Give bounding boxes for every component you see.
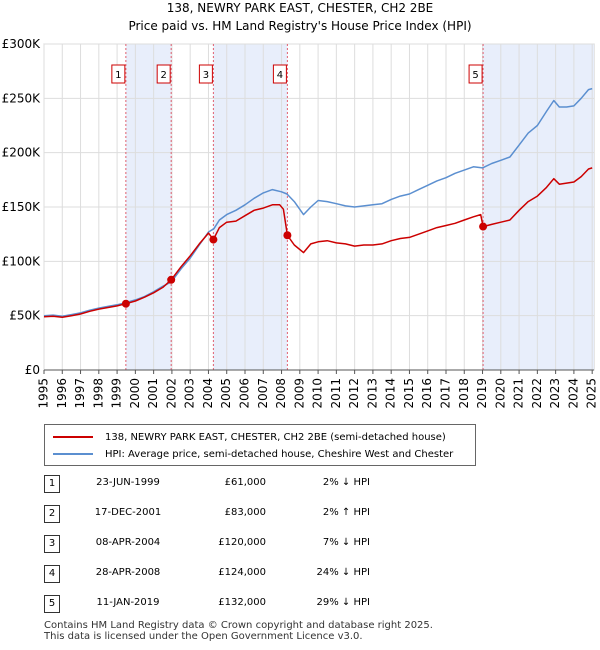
y-tick-label: £150K: [2, 200, 42, 214]
transaction-number: 3: [44, 535, 60, 553]
sale-box: [468, 64, 483, 84]
x-tick-label: 2006: [237, 378, 251, 409]
sale-box-label: 5: [472, 70, 478, 81]
sale-point: [121, 299, 130, 308]
x-tick-label: 2009: [292, 378, 306, 409]
transaction-hpi: 7% ↓ HPI: [322, 537, 370, 548]
x-tick-label: 2024: [566, 378, 580, 409]
transaction-price: £132,000: [218, 597, 266, 608]
sale-box: [272, 64, 287, 84]
transaction-number: 2: [44, 505, 60, 523]
sale-point: [209, 235, 218, 244]
x-tick-label: 2018: [457, 378, 471, 409]
x-tick-label: 1999: [110, 378, 124, 409]
sale-box-label: 3: [203, 70, 209, 81]
y-tick-label: £50K: [9, 309, 41, 323]
y-tick-label: £200K: [2, 146, 42, 160]
transaction-date: 23-JUN-1999: [96, 477, 160, 488]
legend-item-hpi: HPI: Average price, semi-detached house,…: [53, 446, 453, 462]
transaction-row: 4 28-APR-2008 £124,000 24% ↓ HPI: [0, 564, 600, 584]
x-axis: 1995 1996 1997 1998 1999 2000 2001 2002 2003 2004…: [37, 369, 599, 409]
series-lines: [43, 87, 593, 319]
transaction-row: 3 08-APR-2004 £120,000 7% ↓ HPI: [0, 534, 600, 554]
sale-labels: 1 2 3 4 5: [111, 64, 483, 84]
sale-box: [111, 64, 126, 84]
transaction-number: 4: [44, 565, 60, 583]
sale-box: [198, 64, 213, 84]
x-tick-label: 2019: [475, 378, 489, 409]
x-tick-label: 2004: [201, 378, 215, 409]
y-tick-label: £100K: [2, 254, 42, 268]
sale-point: [283, 231, 292, 240]
footer-licence: This data is licensed under the Open Gov…: [44, 631, 363, 642]
x-tick-label: 2011: [329, 378, 343, 409]
x-tick-label: 2020: [493, 378, 507, 409]
y-tick-label: £0: [25, 363, 40, 377]
transaction-number: 5: [44, 595, 60, 613]
x-tick-label: 2016: [420, 378, 434, 409]
x-tick-label: 2023: [548, 378, 562, 409]
legend-line-hpi: [53, 453, 93, 455]
x-tick-label: 2007: [256, 378, 270, 409]
x-tick-label: 2002: [164, 378, 178, 409]
transaction-price: £83,000: [224, 507, 266, 518]
sale-box-label: 4: [277, 70, 283, 81]
price-chart: 138, NEWRY PARK EAST, CHESTER, CH2 2BE P…: [2, 1, 599, 409]
y-tick-label: £250K: [2, 91, 42, 105]
transaction-price: £120,000: [218, 537, 266, 548]
legend-line-property: [53, 436, 93, 438]
x-tick-label: 1997: [73, 378, 87, 409]
sale-box: [156, 64, 171, 84]
x-tick-label: 2021: [512, 378, 526, 409]
x-tick-label: 2005: [219, 378, 233, 409]
transaction-hpi: 2% ↑ HPI: [322, 507, 370, 518]
transaction-date: 28-APR-2008: [95, 567, 161, 578]
chart-title: 138, NEWRY PARK EAST, CHESTER, CH2 2BE: [167, 1, 434, 15]
transaction-date: 08-APR-2004: [95, 537, 161, 548]
footer: Contains HM Land Registry data © Crown c…: [44, 620, 433, 642]
legend: 138, NEWRY PARK EAST, CHESTER, CH2 2BE (…: [44, 424, 476, 466]
transaction-hpi: 24% ↓ HPI: [316, 567, 370, 578]
legend-item-property: 138, NEWRY PARK EAST, CHESTER, CH2 2BE (…: [53, 429, 446, 445]
x-tick-label: 2013: [365, 378, 379, 409]
x-tick-label: 2014: [384, 378, 398, 409]
x-tick-label: 2017: [438, 378, 452, 409]
sale-point: [167, 275, 176, 284]
chart-subtitle: Price paid vs. HM Land Registry's House …: [128, 19, 471, 33]
x-tick-label: 2025: [585, 378, 599, 409]
transaction-date: 17-DEC-2001: [94, 507, 162, 518]
transaction-row: 1 23-JUN-1999 £61,000 2% ↓ HPI: [0, 474, 600, 494]
transaction-price: £124,000: [218, 567, 266, 578]
x-tick-label: 2003: [183, 378, 197, 409]
x-tick-label: 1995: [37, 378, 51, 409]
y-tick-label: £300K: [2, 37, 42, 51]
footer-copyright: Contains HM Land Registry data © Crown c…: [44, 620, 433, 631]
transaction-hpi: 2% ↓ HPI: [322, 477, 370, 488]
property-price-line: [43, 167, 593, 319]
x-tick-label: 1998: [91, 378, 105, 409]
y-axis: £0 £50K £100K £150K £200K £250K £300K: [2, 37, 42, 377]
x-tick-label: 2012: [347, 378, 361, 409]
sale-points: [121, 222, 488, 308]
sale-point: [479, 222, 488, 231]
transaction-row: 2 17-DEC-2001 £83,000 2% ↑ HPI: [0, 504, 600, 524]
legend-label-hpi: HPI: Average price, semi-detached house,…: [105, 448, 454, 460]
x-tick-label: 2001: [146, 378, 160, 409]
x-tick-label: 2010: [311, 378, 325, 409]
sale-box-label: 1: [115, 70, 121, 81]
x-tick-label: 2022: [530, 378, 544, 409]
transaction-row: 5 11-JAN-2019 £132,000 29% ↓ HPI: [0, 594, 600, 614]
legend-label-property: 138, NEWRY PARK EAST, CHESTER, CH2 2BE (…: [105, 431, 446, 443]
x-tick-label: 2000: [128, 378, 142, 409]
transaction-hpi: 29% ↓ HPI: [316, 597, 370, 608]
x-tick-label: 2015: [402, 378, 416, 409]
x-tick-label: 1996: [55, 378, 69, 409]
transaction-date: 11-JAN-2019: [96, 597, 160, 608]
x-tick-label: 2008: [274, 378, 288, 409]
transaction-price: £61,000: [224, 477, 266, 488]
sale-box-label: 2: [160, 70, 166, 81]
transaction-number: 1: [44, 475, 60, 493]
